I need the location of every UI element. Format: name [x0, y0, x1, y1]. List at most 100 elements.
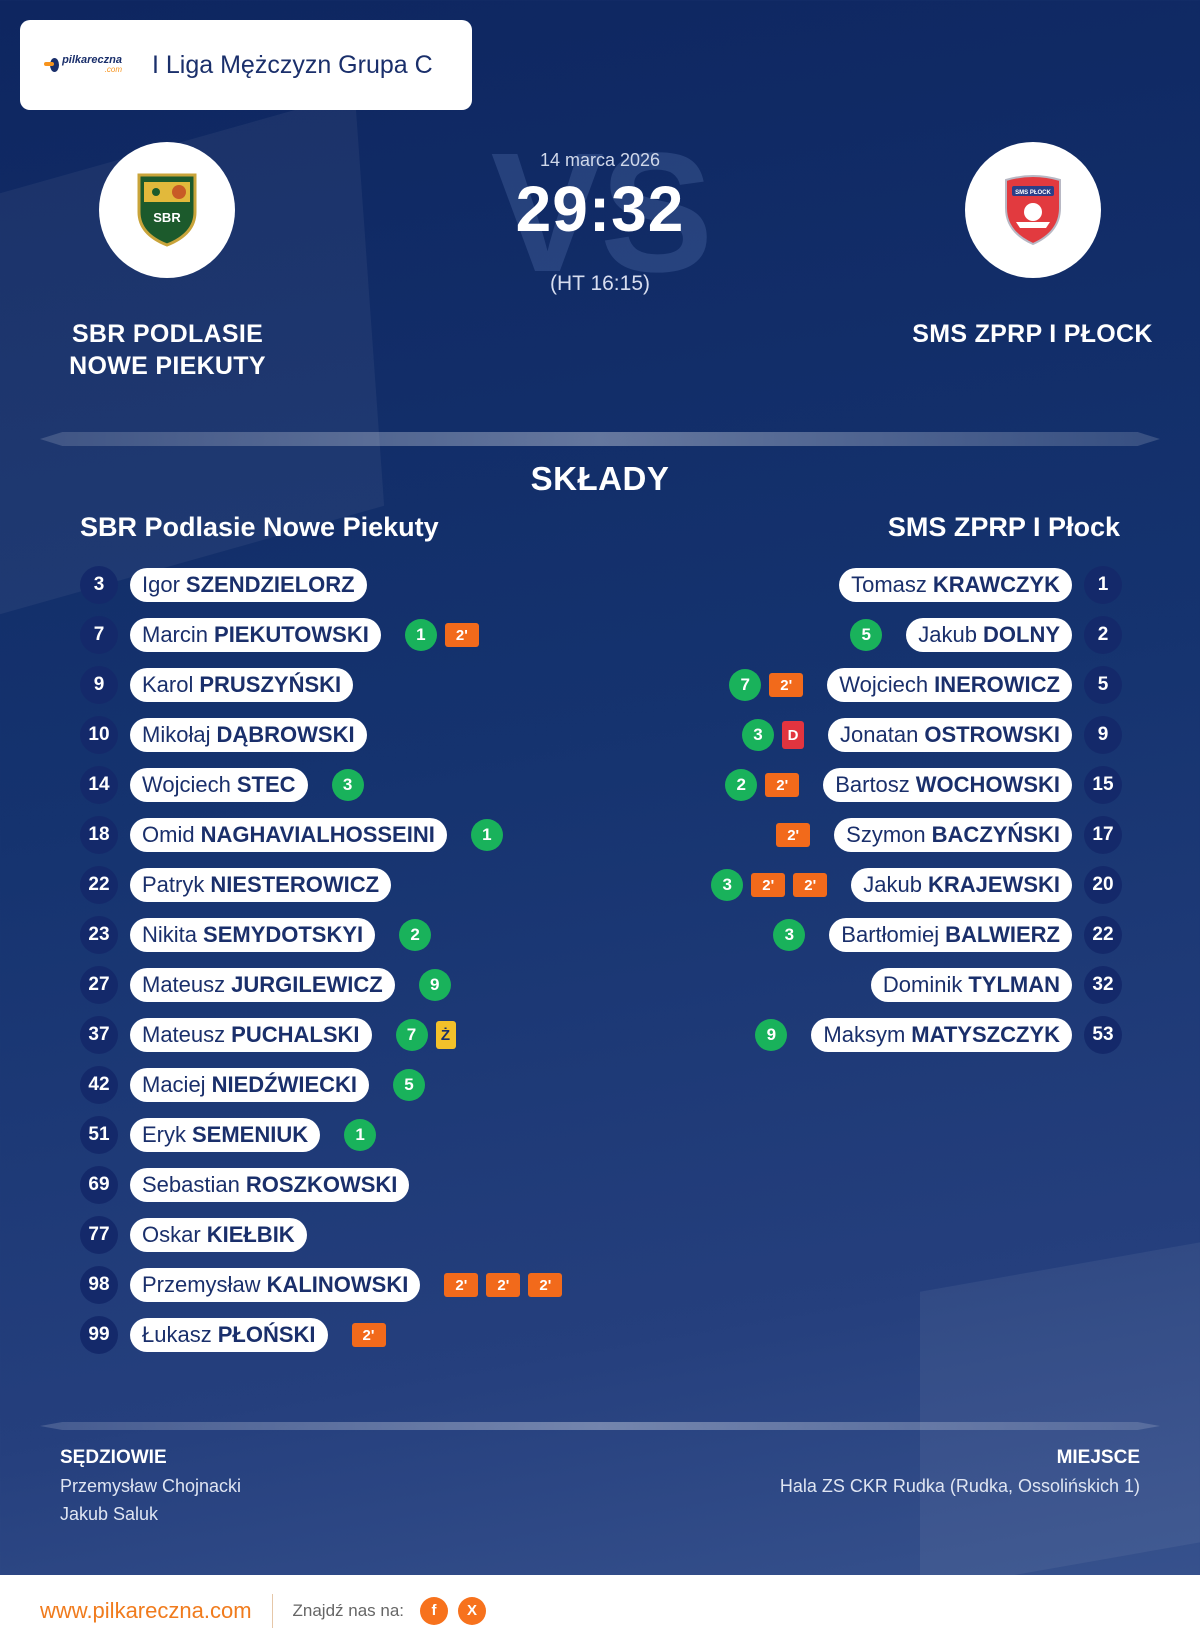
shirt-number: 42: [80, 1066, 118, 1104]
shirt-number: 51: [80, 1116, 118, 1154]
player-name[interactable]: Tomasz KRAWCZYK: [839, 568, 1072, 602]
player-stats: 3: [773, 919, 806, 951]
player-first-name: Bartłomiej: [841, 922, 940, 947]
player-row: Tomasz KRAWCZYK 1: [711, 560, 1122, 610]
player-last-name: SEMYDOTSKYI: [203, 922, 364, 947]
player-stats: 7 2': [729, 669, 804, 701]
player-name[interactable]: Wojciech INEROWICZ: [827, 668, 1072, 702]
player-row: 99 Łukasz PŁOŃSKI 2': [80, 1310, 562, 1360]
player-first-name: Patryk: [142, 872, 205, 897]
player-last-name: KRAJEWSKI: [927, 872, 1060, 897]
player-name[interactable]: Przemysław KALINOWSKI: [130, 1268, 421, 1302]
site-logo[interactable]: pilkareczna .com: [43, 50, 122, 80]
player-name[interactable]: Bartosz WOCHOWSKI: [823, 768, 1072, 802]
shirt-number: 14: [80, 766, 118, 804]
player-first-name: Łukasz: [142, 1322, 212, 1347]
player-last-name: BACZYŃSKI: [931, 822, 1060, 847]
player-row: 22 Patryk NIESTEROWICZ: [80, 860, 562, 910]
player-row: 51 Eryk SEMENIUK 1: [80, 1110, 562, 1160]
player-row: 2 2' Bartosz WOCHOWSKI 15: [711, 760, 1122, 810]
player-name[interactable]: Dominik TYLMAN: [870, 968, 1072, 1002]
player-name[interactable]: Szymon BACZYŃSKI: [834, 818, 1072, 852]
player-name[interactable]: Nikita SEMYDOTSKYI: [130, 918, 376, 952]
away-roster: Tomasz KRAWCZYK 1 5 Jakub DOLNY 2 7 2' Wojciech IN…: [711, 560, 1122, 1060]
player-name[interactable]: Maciej NIEDŹWIECKI: [130, 1068, 370, 1102]
player-first-name: Bartosz: [835, 772, 910, 797]
player-first-name: Sebastian: [142, 1172, 240, 1197]
shirt-number: 53: [1084, 1016, 1122, 1054]
player-first-name: Przemysław: [142, 1272, 261, 1297]
player-name[interactable]: Karol PRUSZYŃSKI: [130, 668, 354, 702]
player-last-name: OSTROWSKI: [924, 722, 1060, 747]
player-name[interactable]: Jonatan OSTROWSKI: [828, 718, 1072, 752]
goals-badge: 2: [399, 919, 432, 951]
player-name[interactable]: Patryk NIESTEROWICZ: [130, 868, 392, 902]
player-last-name: DOLNY: [983, 622, 1060, 647]
player-name[interactable]: Igor SZENDZIELORZ: [130, 568, 367, 602]
player-name[interactable]: Jakub KRAJEWSKI: [851, 868, 1072, 902]
player-name[interactable]: Bartłomiej BALWIERZ: [829, 918, 1072, 952]
venue-label: MIEJSCE: [1056, 1447, 1140, 1468]
player-row: 69 Sebastian ROSZKOWSKI: [80, 1160, 562, 1210]
player-first-name: Mateusz: [142, 972, 226, 997]
shirt-number: 22: [80, 866, 118, 904]
separator: [271, 1593, 273, 1628]
x-icon[interactable]: X: [458, 1596, 487, 1625]
player-row: 10 Mikołaj DĄBROWSKI: [80, 710, 562, 760]
divider: [40, 1422, 1160, 1430]
player-name[interactable]: Oskar KIEŁBIK: [130, 1218, 307, 1252]
shirt-number: 15: [1084, 766, 1122, 804]
goals-badge: 3: [773, 919, 806, 951]
bottom-bar: www.pilkareczna.com Znajdź nas na: f X: [0, 1575, 1200, 1646]
player-name[interactable]: Sebastian ROSZKOWSKI: [130, 1168, 410, 1202]
shirt-number: 27: [80, 966, 118, 1004]
site-link[interactable]: www.pilkareczna.com: [40, 1597, 252, 1623]
player-row: 7 Marcin PIEKUTOWSKI 1 2': [80, 610, 562, 660]
player-name[interactable]: Jakub DOLNY: [906, 618, 1072, 652]
player-last-name: PRUSZYŃSKI: [199, 672, 342, 697]
player-name[interactable]: Mateusz PUCHALSKI: [130, 1018, 372, 1052]
player-name[interactable]: Marcin PIEKUTOWSKI: [130, 618, 381, 652]
referees-label: SĘDZIOWIE: [60, 1447, 167, 1468]
goals-badge: 5: [393, 1069, 426, 1101]
goals-badge: 3: [711, 869, 744, 901]
player-name[interactable]: Wojciech STEC: [130, 768, 308, 802]
player-name[interactable]: Eryk SEMENIUK: [130, 1118, 321, 1152]
player-name[interactable]: Maksym MATYSZCZYK: [811, 1018, 1072, 1052]
section-title: SKŁADY: [530, 460, 670, 497]
player-row: 37 Mateusz PUCHALSKI 7 Ż: [80, 1010, 562, 1060]
match-score: 29:32: [515, 173, 685, 245]
player-last-name: PUCHALSKI: [231, 1022, 360, 1047]
player-stats: 2': [776, 823, 811, 847]
player-stats: 2': [351, 1323, 386, 1347]
player-last-name: SZENDZIELORZ: [185, 572, 355, 597]
player-row: 3 2' 2' Jakub KRAJEWSKI 20: [711, 860, 1122, 910]
shirt-number: 98: [80, 1266, 118, 1304]
suspension-badge: 2': [765, 773, 800, 797]
background-shape: [920, 1228, 1200, 1592]
disqualification-badge: D: [782, 721, 805, 749]
home-team-name: SBR PODLASIE NOWE PIEKUTY: [69, 320, 266, 380]
divider: [40, 432, 1160, 446]
suspension-badge: 2': [751, 873, 786, 897]
halftime-score: (HT 16:15): [550, 272, 650, 295]
facebook-icon[interactable]: f: [420, 1596, 449, 1625]
player-first-name: Mateusz: [142, 1022, 226, 1047]
suspension-badge: 2': [769, 673, 804, 697]
player-row: 2' Szymon BACZYŃSKI 17: [711, 810, 1122, 860]
player-name[interactable]: Mikołaj DĄBROWSKI: [130, 718, 367, 752]
home-team-heading: SBR Podlasie Nowe Piekuty: [80, 512, 439, 542]
goals-badge: 3: [331, 769, 364, 801]
player-name[interactable]: Omid NAGHAVIALHOSSEINI: [130, 818, 447, 852]
suspension-badge: 2': [528, 1273, 563, 1297]
shirt-number: 1: [1084, 566, 1122, 604]
player-stats: 5: [393, 1069, 426, 1101]
suspension-badge: 2': [351, 1323, 386, 1347]
player-first-name: Szymon: [846, 822, 926, 847]
player-name[interactable]: Mateusz JURGILEWICZ: [130, 968, 395, 1002]
player-first-name: Jakub: [863, 872, 922, 897]
player-name[interactable]: Łukasz PŁOŃSKI: [130, 1318, 328, 1352]
player-row: 77 Oskar KIEŁBIK: [80, 1210, 562, 1260]
away-team-logo: SMS PŁOCK: [965, 142, 1101, 278]
